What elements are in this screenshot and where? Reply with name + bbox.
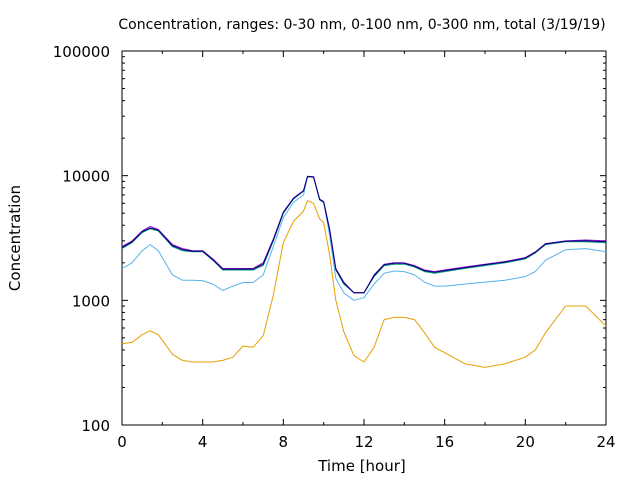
series-line-5 (121, 176, 607, 294)
y-tick-label: 100 (81, 417, 110, 435)
y-tick-label: 100000 (53, 43, 110, 61)
x-tick-label: 20 (516, 433, 535, 451)
series-line-1 (121, 200, 607, 368)
x-tick-label: 16 (435, 433, 454, 451)
x-tick-label: 0 (117, 433, 127, 451)
y-axis-label: Concentration (6, 185, 24, 291)
plot-frame (121, 50, 607, 426)
x-tick-label: 24 (596, 433, 615, 451)
series-line-2 (121, 176, 607, 301)
x-tick-label: 8 (279, 433, 289, 451)
y-tick-label: 1000 (72, 292, 110, 310)
series-line-3 (121, 176, 607, 294)
series-group (121, 175, 607, 368)
chart-title: Concentration, ranges: 0-30 nm, 0-100 nm… (118, 17, 605, 33)
x-tick-label: 4 (198, 433, 208, 451)
axis-ticks: 0 4 8 12 16 20 24 100 1000 10000 100000 (53, 43, 616, 451)
y-tick-label: 10000 (62, 168, 110, 186)
series-line-4 (121, 175, 607, 294)
x-axis-label: Time [hour] (317, 457, 406, 475)
x-tick-label: 12 (354, 433, 373, 451)
